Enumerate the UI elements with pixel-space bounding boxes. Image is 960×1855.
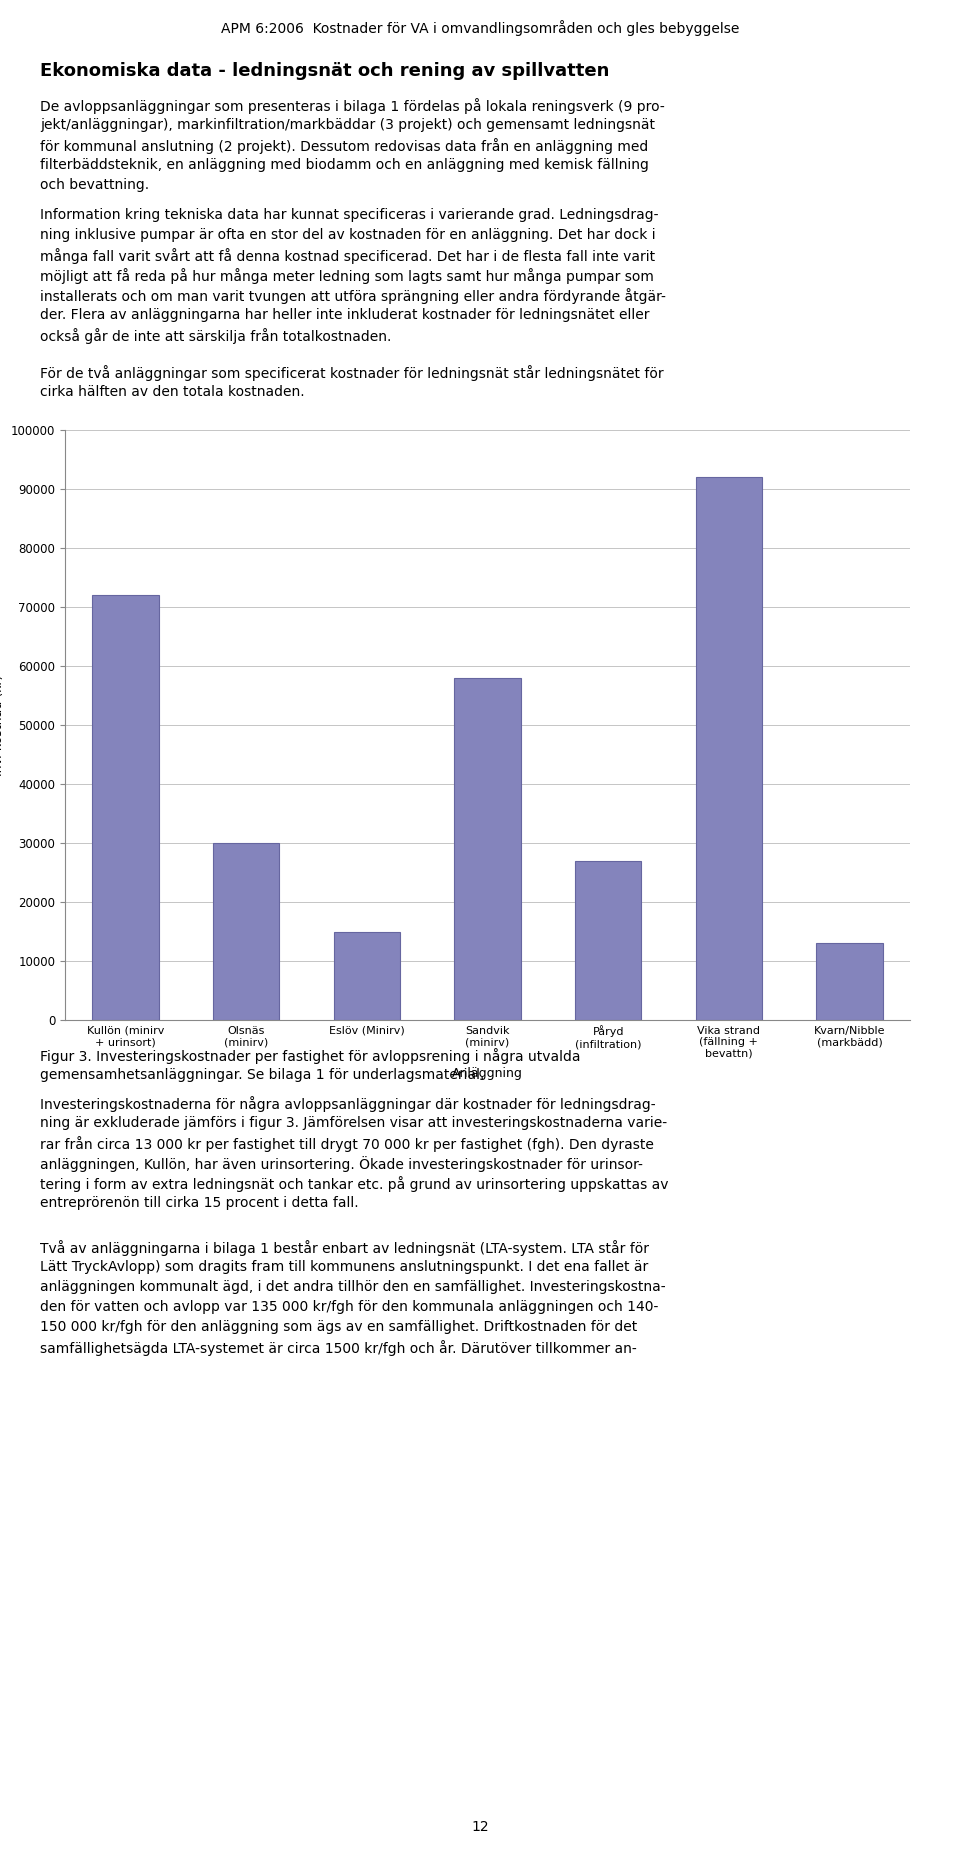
Text: tering i form av extra ledningsnät och tankar etc. på grund av urinsortering upp: tering i form av extra ledningsnät och t… xyxy=(40,1176,668,1193)
Y-axis label: Inv. kostnad (kr): Inv. kostnad (kr) xyxy=(0,675,6,775)
Text: rar från circa 13 000 kr per fastighet till drygt 70 000 kr per fastighet (fgh).: rar från circa 13 000 kr per fastighet t… xyxy=(40,1135,654,1152)
Bar xyxy=(575,861,641,1020)
Text: Lätt TryckAvlopp) som dragits fram till kommunens anslutningspunkt. I det ena fa: Lätt TryckAvlopp) som dragits fram till … xyxy=(40,1260,648,1274)
Text: gemensamhetsanläggningar. Se bilaga 1 för underlagsmaterial.: gemensamhetsanläggningar. Se bilaga 1 fö… xyxy=(40,1068,485,1081)
Bar xyxy=(333,931,400,1020)
Text: många fall varit svårt att få denna kostnad specificerad. Det har i de flesta fa: många fall varit svårt att få denna kost… xyxy=(40,249,655,263)
Text: och bevattning.: och bevattning. xyxy=(40,178,149,193)
Text: 12: 12 xyxy=(471,1820,489,1835)
Bar xyxy=(213,842,279,1020)
Text: Information kring tekniska data har kunnat specificeras i varierande grad. Ledni: Information kring tekniska data har kunn… xyxy=(40,208,659,223)
Text: Figur 3. Investeringskostnader per fastighet för avloppsrening i några utvalda: Figur 3. Investeringskostnader per fasti… xyxy=(40,1048,581,1065)
Text: Ekonomiska data - ledningsnät och rening av spillvatten: Ekonomiska data - ledningsnät och rening… xyxy=(40,61,610,80)
Bar xyxy=(92,595,158,1020)
Text: entreprörenön till cirka 15 procent i detta fall.: entreprörenön till cirka 15 procent i de… xyxy=(40,1196,359,1209)
Text: den för vatten och avlopp var 135 000 kr/fgh för den kommunala anläggningen och : den för vatten och avlopp var 135 000 kr… xyxy=(40,1300,659,1313)
Text: för kommunal anslutning (2 projekt). Dessutom redovisas data från en anläggning : för kommunal anslutning (2 projekt). Des… xyxy=(40,137,648,154)
Text: installerats och om man varit tvungen att utföra sprängning eller andra fördyran: installerats och om man varit tvungen at… xyxy=(40,288,666,304)
Text: anläggningen kommunalt ägd, i det andra tillhör den en samfällighet. Investering: anläggningen kommunalt ägd, i det andra … xyxy=(40,1280,665,1295)
Text: Två av anläggningarna i bilaga 1 består enbart av ledningsnät (LTA-system. LTA s: Två av anläggningarna i bilaga 1 består … xyxy=(40,1239,649,1256)
Text: De avloppsanläggningar som presenteras i bilaga 1 fördelas på lokala reningsverk: De avloppsanläggningar som presenteras i… xyxy=(40,98,664,113)
Bar xyxy=(816,944,883,1020)
Text: cirka hälften av den totala kostnaden.: cirka hälften av den totala kostnaden. xyxy=(40,386,304,399)
Text: der. Flera av anläggningarna har heller inte inkluderat kostnader för ledningsnä: der. Flera av anläggningarna har heller … xyxy=(40,308,650,323)
Text: möjligt att få reda på hur många meter ledning som lagts samt hur många pumpar s: möjligt att få reda på hur många meter l… xyxy=(40,267,654,284)
Text: anläggningen, Kullön, har även urinsortering. Ökade investeringskostnader för ur: anläggningen, Kullön, har även urinsorte… xyxy=(40,1156,643,1172)
Text: 150 000 kr/fgh för den anläggning som ägs av en samfällighet. Driftkostnaden för: 150 000 kr/fgh för den anläggning som äg… xyxy=(40,1321,637,1334)
Bar xyxy=(696,477,762,1020)
Text: samfällighetsägda LTA-systemet är circa 1500 kr/fgh och år. Därutöver tillkommer: samfällighetsägda LTA-systemet är circa … xyxy=(40,1339,636,1356)
Text: APM 6:2006  Kostnader för VA i omvandlingsområden och gles bebyggelse: APM 6:2006 Kostnader för VA i omvandling… xyxy=(221,20,739,35)
Text: ning är exkluderade jämförs i figur 3. Jämförelsen visar att investeringskostnad: ning är exkluderade jämförs i figur 3. J… xyxy=(40,1117,667,1130)
Bar xyxy=(454,677,520,1020)
Text: jekt/anläggningar), markinfiltration/markbäddar (3 projekt) och gemensamt lednin: jekt/anläggningar), markinfiltration/mar… xyxy=(40,119,655,132)
X-axis label: Anläggning: Anläggning xyxy=(452,1067,523,1080)
Text: För de två anläggningar som specificerat kostnader för ledningsnät står lednings: För de två anläggningar som specificerat… xyxy=(40,365,663,380)
Text: Investeringskostnaderna för några avloppsanläggningar där kostnader för lednings: Investeringskostnaderna för några avlopp… xyxy=(40,1096,656,1111)
Text: filterbäddsteknik, en anläggning med biodamm och en anläggning med kemisk fällni: filterbäddsteknik, en anläggning med bio… xyxy=(40,158,649,173)
Text: ning inklusive pumpar är ofta en stor del av kostnaden för en anläggning. Det ha: ning inklusive pumpar är ofta en stor de… xyxy=(40,228,656,241)
Text: också går de inte att särskilja från totalkostnaden.: också går de inte att särskilja från tot… xyxy=(40,328,392,343)
